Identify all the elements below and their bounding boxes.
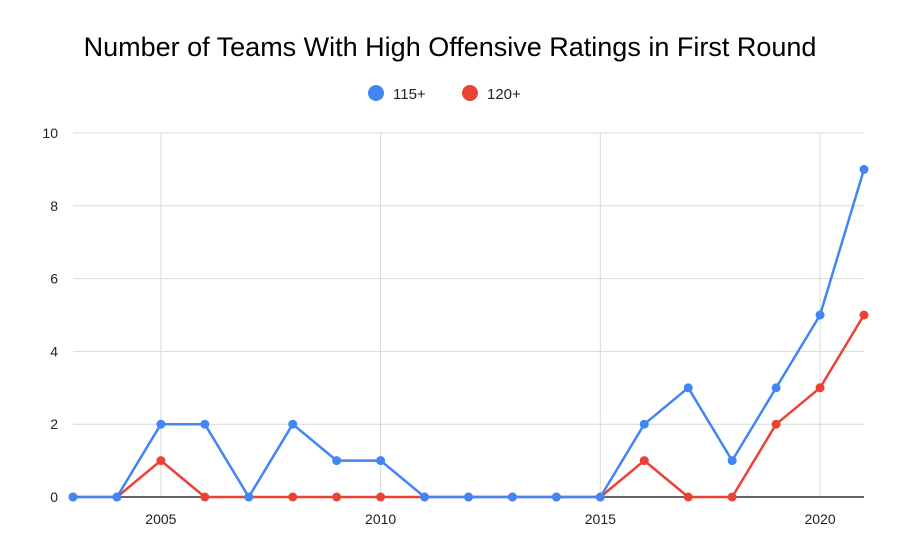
grid: [73, 132, 864, 497]
data-point: [551, 492, 561, 502]
data-point: [288, 492, 298, 502]
data-point: [683, 383, 693, 393]
data-point: [771, 419, 781, 429]
data-point: [859, 164, 869, 174]
series-2: [68, 310, 869, 502]
data-point: [376, 492, 386, 502]
chart-title: Number of Teams With High Offensive Rati…: [84, 32, 817, 62]
data-point: [156, 456, 166, 466]
x-tick-label: 2010: [365, 511, 396, 527]
data-point: [595, 492, 605, 502]
y-tick-label: 2: [50, 416, 58, 432]
data-point: [376, 456, 386, 466]
data-point: [68, 492, 78, 502]
y-tick-label: 4: [50, 343, 58, 359]
legend-item: 115+: [368, 85, 426, 103]
data-point: [727, 492, 737, 502]
x-tick-label: 2005: [145, 511, 176, 527]
axes: 0 2 4 6 8 10 2005 2010 2015 2020: [42, 125, 864, 527]
legend-item: 120+: [462, 85, 521, 103]
data-point: [332, 456, 342, 466]
x-tick-label: 2020: [804, 511, 835, 527]
legend-label: 120+: [487, 86, 521, 103]
data-point: [200, 419, 210, 429]
data-point: [420, 492, 430, 502]
legend-label: 115+: [393, 86, 426, 103]
y-tick-label: 8: [50, 198, 58, 214]
data-point: [244, 492, 254, 502]
x-tick-label: 2015: [585, 511, 616, 527]
y-tick-label: 0: [50, 489, 58, 505]
legend: 115+ 120+: [368, 85, 521, 103]
legend-marker: [462, 85, 478, 101]
data-point: [639, 419, 649, 429]
data-point: [464, 492, 473, 502]
data-point: [815, 310, 825, 320]
data-point: [200, 492, 210, 502]
data-point: [771, 383, 781, 393]
data-point: [727, 456, 737, 466]
data-point: [815, 383, 825, 393]
legend-marker: [368, 85, 384, 101]
data-point: [859, 310, 869, 320]
series-1: [68, 164, 869, 502]
data-point: [332, 492, 342, 502]
data-point: [156, 419, 166, 429]
data-point: [507, 492, 517, 502]
series-line: [73, 314, 866, 499]
series-layer: [68, 164, 869, 502]
data-point: [288, 419, 298, 429]
y-tick-label: 10: [42, 125, 58, 141]
series-line: [73, 169, 866, 499]
data-point: [683, 492, 693, 502]
y-tick-label: 6: [50, 271, 58, 287]
data-point: [112, 492, 122, 502]
data-point: [639, 456, 649, 466]
